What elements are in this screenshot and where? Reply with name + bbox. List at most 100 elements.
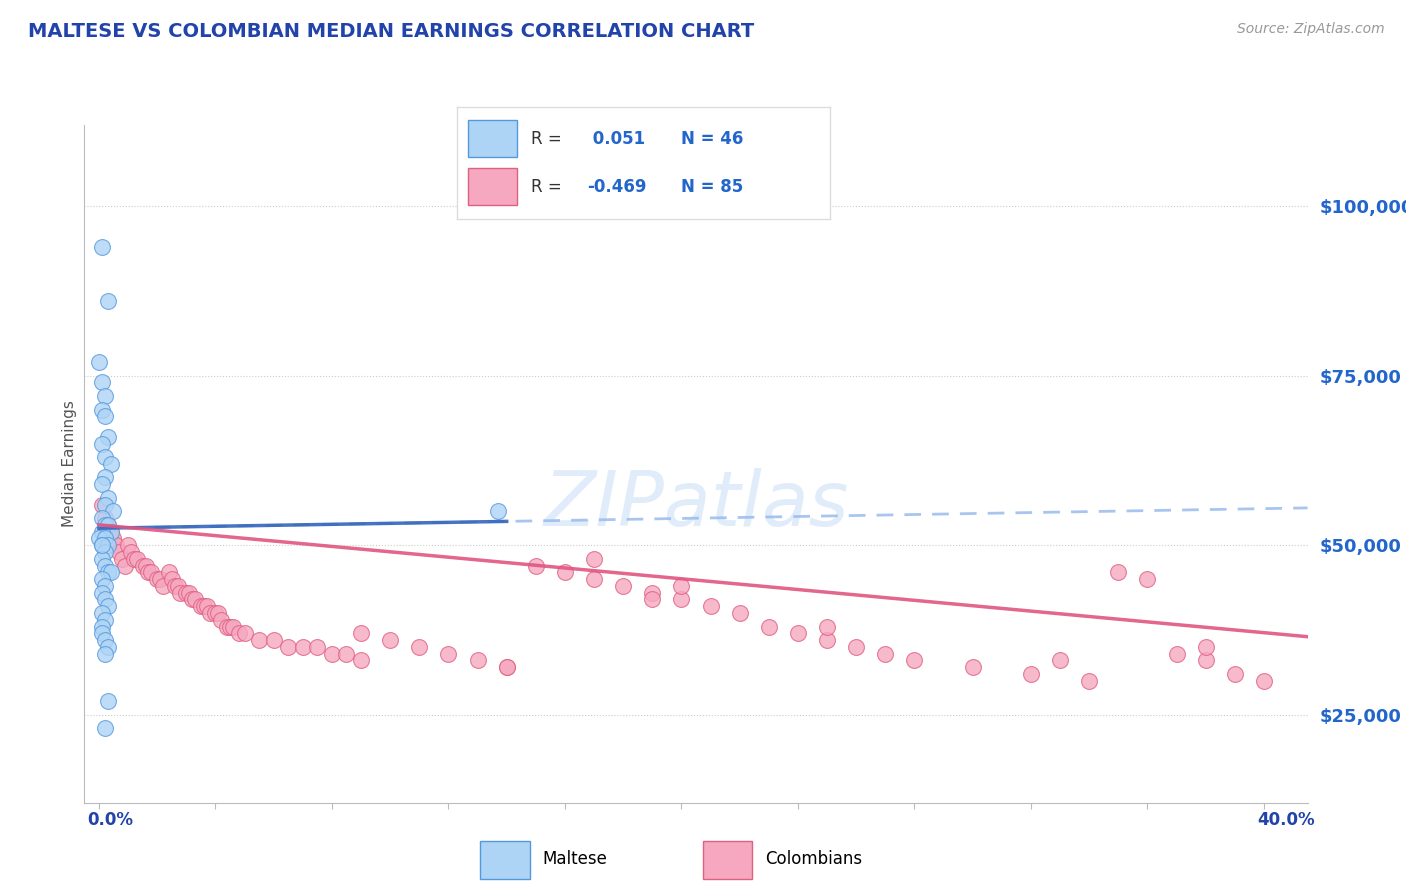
Point	[90, 626, 112, 640]
Point	[190, 599, 212, 614]
Text: Colombians: Colombians	[765, 849, 862, 868]
Point	[495, 660, 517, 674]
Point	[93, 511, 117, 525]
Point	[184, 592, 207, 607]
Y-axis label: Median Earnings: Median Earnings	[62, 401, 77, 527]
Point	[671, 592, 693, 607]
Point	[152, 579, 174, 593]
Point	[787, 626, 810, 640]
Text: MALTESE VS COLOMBIAN MEDIAN EARNINGS CORRELATION CHART: MALTESE VS COLOMBIAN MEDIAN EARNINGS COR…	[28, 22, 755, 41]
Point	[1166, 647, 1188, 661]
Point	[163, 579, 186, 593]
Point	[277, 640, 299, 654]
Point	[815, 633, 838, 648]
Point	[93, 498, 117, 512]
Point	[728, 606, 751, 620]
Point	[93, 545, 117, 559]
Point	[321, 647, 343, 661]
Point	[1253, 673, 1275, 688]
Point	[93, 592, 117, 607]
Point	[135, 558, 157, 573]
Point	[179, 585, 201, 599]
Point	[90, 436, 112, 450]
Point	[166, 579, 188, 593]
Point	[169, 585, 191, 599]
Text: 0.0%: 0.0%	[87, 811, 134, 829]
Point	[90, 524, 112, 539]
Point	[335, 647, 357, 661]
Point	[222, 619, 245, 633]
Point	[181, 592, 204, 607]
Point	[97, 517, 120, 532]
Bar	[468, 120, 516, 157]
Point	[93, 613, 117, 627]
Point	[758, 619, 780, 633]
Point	[103, 532, 125, 546]
Point	[1223, 667, 1246, 681]
Point	[437, 647, 460, 661]
Text: Source: ZipAtlas.com: Source: ZipAtlas.com	[1237, 22, 1385, 37]
Point	[111, 551, 134, 566]
Point	[90, 585, 112, 599]
Point	[903, 653, 925, 667]
Bar	[481, 841, 530, 879]
Point	[90, 477, 112, 491]
Point	[100, 457, 122, 471]
Point	[97, 538, 120, 552]
Point	[97, 294, 120, 309]
Point	[217, 619, 239, 633]
Point	[195, 599, 218, 614]
Point	[90, 538, 112, 552]
Text: N = 46: N = 46	[681, 130, 742, 148]
Bar	[468, 169, 516, 205]
Text: N = 85: N = 85	[681, 178, 742, 195]
Point	[699, 599, 721, 614]
Point	[97, 517, 120, 532]
Point	[554, 566, 576, 580]
Point	[90, 606, 112, 620]
Point	[641, 592, 664, 607]
Point	[815, 619, 838, 633]
Point	[207, 606, 229, 620]
Point	[90, 619, 112, 633]
Point	[93, 450, 117, 464]
Text: ZIPatlas: ZIPatlas	[543, 467, 849, 541]
Point	[97, 566, 120, 580]
Point	[90, 572, 112, 586]
Point	[962, 660, 984, 674]
Point	[1078, 673, 1101, 688]
Text: R =: R =	[531, 130, 568, 148]
Point	[193, 599, 215, 614]
Point	[583, 572, 606, 586]
Point	[117, 538, 139, 552]
Point	[97, 640, 120, 654]
Point	[350, 626, 373, 640]
Point	[108, 545, 131, 559]
Point	[90, 402, 112, 417]
Point	[90, 498, 112, 512]
Point	[93, 558, 117, 573]
Point	[1136, 572, 1159, 586]
Point	[263, 633, 285, 648]
Point	[97, 599, 120, 614]
Point	[97, 491, 120, 505]
Point	[174, 585, 197, 599]
Text: 0.051: 0.051	[588, 130, 645, 148]
Point	[204, 606, 226, 620]
Point	[97, 694, 120, 708]
Point	[97, 430, 120, 444]
Point	[93, 517, 117, 532]
Point	[120, 545, 142, 559]
Point	[524, 558, 547, 573]
Point	[103, 504, 125, 518]
Point	[1107, 566, 1129, 580]
Point	[875, 647, 897, 661]
Text: -0.469: -0.469	[588, 178, 647, 195]
Point	[641, 585, 664, 599]
Point	[93, 633, 117, 648]
Point	[160, 572, 183, 586]
Point	[467, 653, 489, 667]
Point	[141, 566, 163, 580]
Point	[149, 572, 172, 586]
Point	[138, 566, 160, 580]
